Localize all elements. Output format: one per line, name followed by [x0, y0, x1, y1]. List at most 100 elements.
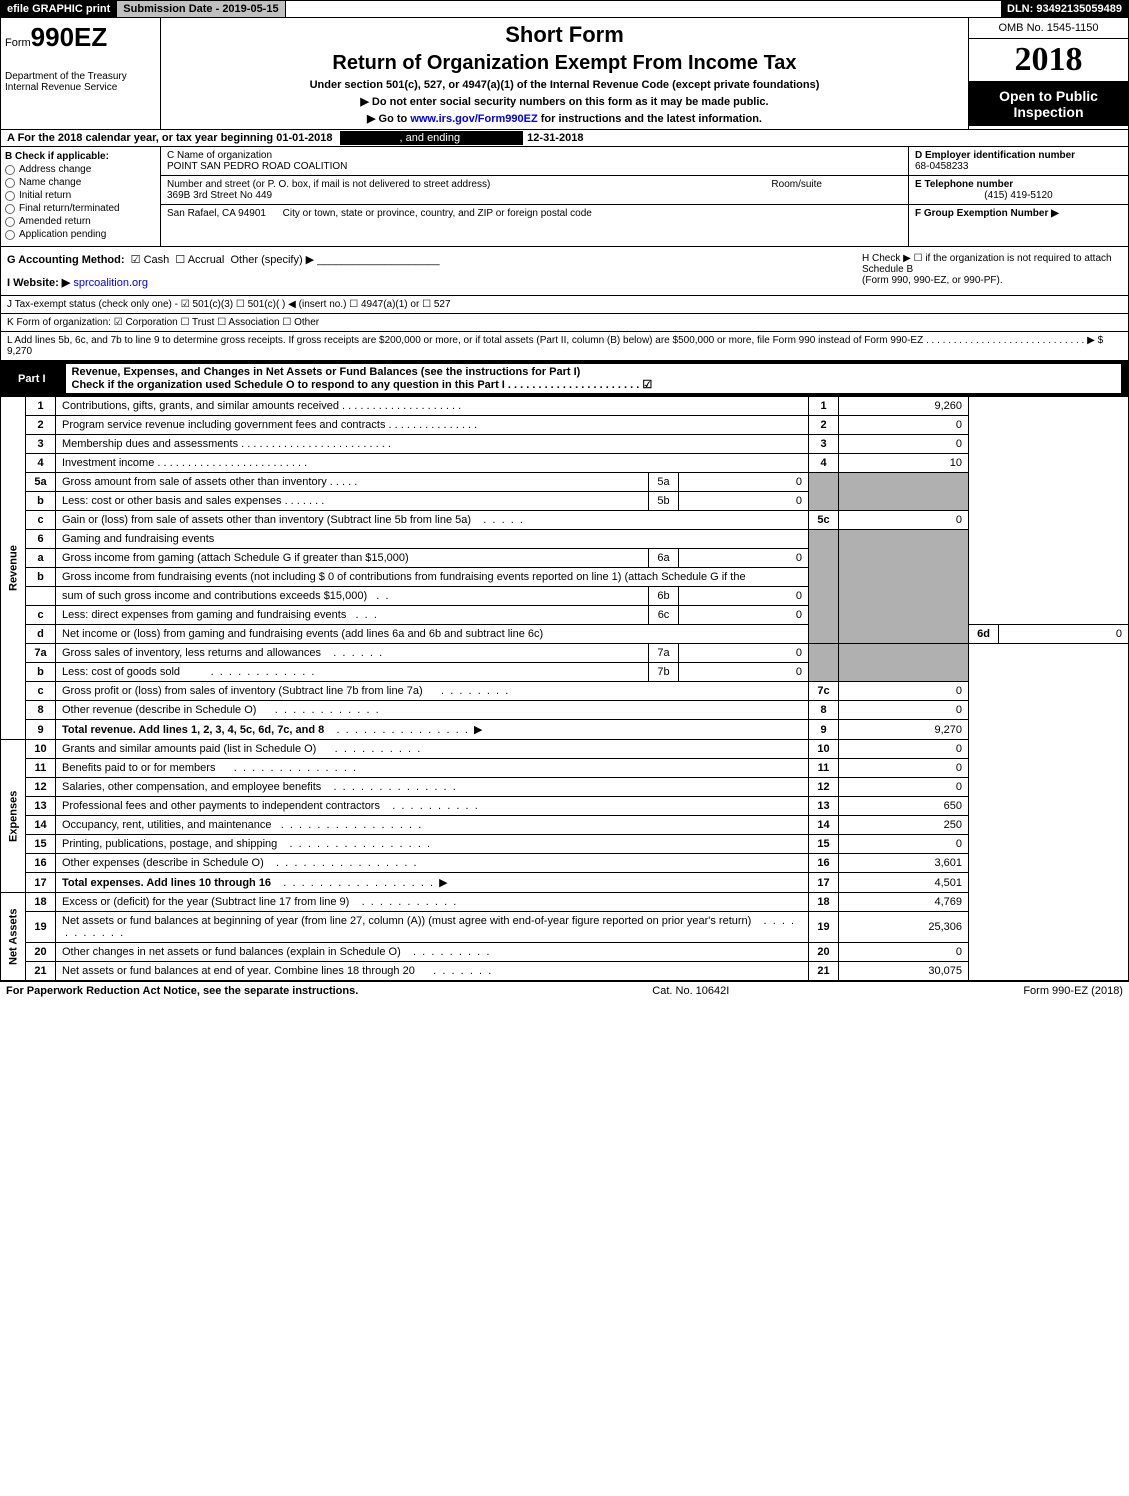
- line-7c-desc: Gross profit or (loss) from sales of inv…: [56, 682, 809, 701]
- check-name-change[interactable]: Name change: [5, 177, 156, 188]
- section-gh: G Accounting Method: ☑ Cash ☐ Accrual Ot…: [0, 247, 1129, 296]
- part1-label: Part I: [8, 371, 56, 387]
- line-num: 11: [26, 759, 56, 778]
- line-7b-desc: Less: cost of goods sold . . . . . . . .…: [56, 663, 649, 682]
- street-address: 369B 3rd Street No 449: [167, 190, 272, 201]
- line-num: a: [26, 549, 56, 568]
- line-ref: 18: [809, 893, 839, 912]
- check-label: Name change: [19, 177, 81, 188]
- line-16-val: 3,601: [839, 854, 969, 873]
- address-label: Number and street (or P. O. box, if mail…: [167, 179, 490, 190]
- sub-ref: 7b: [649, 663, 679, 682]
- cash-option[interactable]: Cash: [144, 254, 170, 266]
- line-15-desc: Printing, publications, postage, and shi…: [56, 835, 809, 854]
- line-2-desc: Program service revenue including govern…: [56, 416, 809, 435]
- open-to-public: Open to Public Inspection: [969, 82, 1128, 126]
- check-initial-return[interactable]: Initial return: [5, 190, 156, 201]
- line-11-desc: Benefits paid to or for members . . . . …: [56, 759, 809, 778]
- form-ref: Form 990-EZ (2018): [1023, 985, 1123, 997]
- check-final-return[interactable]: Final return/terminated: [5, 203, 156, 214]
- line-6b-desc: sum of such gross income and contributio…: [56, 587, 649, 606]
- line-10-val: 0: [839, 740, 969, 759]
- line-14-desc: Occupancy, rent, utilities, and maintena…: [56, 816, 809, 835]
- section-d: D Employer identification number 68-0458…: [909, 147, 1128, 176]
- line-ref: 13: [809, 797, 839, 816]
- line-3-desc: Membership dues and assessments . . . . …: [56, 435, 809, 454]
- part1-header: Part I Revenue, Expenses, and Changes in…: [0, 361, 1129, 396]
- line-6-desc: Gaming and fundraising events: [56, 530, 809, 549]
- line-8-val: 0: [839, 701, 969, 720]
- line-5b-val: 0: [679, 492, 809, 511]
- tax-year: 2018: [969, 39, 1128, 82]
- section-l: L Add lines 5b, 6c, and 7b to line 9 to …: [0, 332, 1129, 361]
- check-label: Final return/terminated: [19, 203, 120, 214]
- line-ref: 21: [809, 962, 839, 981]
- revenue-sidebar: Revenue: [1, 397, 26, 740]
- check-address-change[interactable]: Address change: [5, 164, 156, 175]
- check-application-pending[interactable]: Application pending: [5, 229, 156, 240]
- line-17-val: 4,501: [839, 873, 969, 893]
- line-21-desc: Net assets or fund balances at end of ye…: [56, 962, 809, 981]
- line-num: 8: [26, 701, 56, 720]
- line-num: 4: [26, 454, 56, 473]
- line-ref: 4: [809, 454, 839, 473]
- line-15-val: 0: [839, 835, 969, 854]
- form-header: Form990EZ Department of the Treasury Int…: [0, 18, 1129, 130]
- line-9-desc: Total revenue. Add lines 1, 2, 3, 4, 5c,…: [56, 720, 809, 740]
- line-ref: 2: [809, 416, 839, 435]
- line-14-val: 250: [839, 816, 969, 835]
- line-num: 9: [26, 720, 56, 740]
- line-ref: 15: [809, 835, 839, 854]
- line-num: 7a: [26, 644, 56, 663]
- line-2-val: 0: [839, 416, 969, 435]
- website-link[interactable]: sprcoalition.org: [73, 277, 148, 289]
- cat-no: Cat. No. 10642I: [652, 985, 729, 997]
- line-6b-pre-desc: Gross income from fundraising events (no…: [56, 568, 809, 587]
- section-b: B Check if applicable: Address change Na…: [1, 147, 161, 246]
- line-1-desc: Contributions, gifts, grants, and simila…: [56, 397, 809, 416]
- ein-label: D Employer identification number: [915, 150, 1075, 161]
- line-num: 18: [26, 893, 56, 912]
- sub-ref: 6b: [649, 587, 679, 606]
- line-3-val: 0: [839, 435, 969, 454]
- line-num: 16: [26, 854, 56, 873]
- room-suite-label: Room/suite: [771, 179, 822, 190]
- tax-year-end: 12-31-2018: [527, 132, 583, 144]
- line-num: 5a: [26, 473, 56, 492]
- check-label: Address change: [19, 164, 91, 175]
- line-num: b: [26, 568, 56, 587]
- check-amended-return[interactable]: Amended return: [5, 216, 156, 227]
- line-ref: 8: [809, 701, 839, 720]
- accrual-option[interactable]: Accrual: [188, 254, 225, 266]
- section-e: E Telephone number (415) 419-5120: [909, 176, 1128, 205]
- sub-ref: 5b: [649, 492, 679, 511]
- line-21-val: 30,075: [839, 962, 969, 981]
- line-6a-desc: Gross income from gaming (attach Schedul…: [56, 549, 649, 568]
- section-j: J Tax-exempt status (check only one) - ☑…: [0, 296, 1129, 314]
- irs-link[interactable]: www.irs.gov/Form990EZ: [410, 113, 537, 125]
- line-ref: 17: [809, 873, 839, 893]
- line-8-desc: Other revenue (describe in Schedule O) .…: [56, 701, 809, 720]
- sub-ref: 5a: [649, 473, 679, 492]
- org-name-block: C Name of organization POINT SAN PEDRO R…: [161, 147, 908, 176]
- section-h: H Check ▶ ☐ if the organization is not r…: [862, 253, 1122, 289]
- line-7c-val: 0: [839, 682, 969, 701]
- info-block: B Check if applicable: Address change Na…: [0, 147, 1129, 247]
- other-option[interactable]: Other (specify) ▶: [231, 254, 315, 266]
- line-6b-val: 0: [679, 587, 809, 606]
- line-9-val: 9,270: [839, 720, 969, 740]
- line-ref: 11: [809, 759, 839, 778]
- section-f: F Group Exemption Number ▶: [909, 205, 1128, 222]
- line-num: 19: [26, 912, 56, 943]
- open-public-2: Inspection: [973, 104, 1124, 120]
- line-ref: 7c: [809, 682, 839, 701]
- address-block: Number and street (or P. O. box, if mail…: [161, 176, 908, 205]
- line-num: 17: [26, 873, 56, 893]
- efile-print[interactable]: efile GRAPHIC print: [1, 1, 117, 17]
- line-num: 12: [26, 778, 56, 797]
- line-num: 2: [26, 416, 56, 435]
- line-7a-val: 0: [679, 644, 809, 663]
- line-num: 20: [26, 943, 56, 962]
- line-ref: 6d: [969, 625, 999, 644]
- line-10-desc: Grants and similar amounts paid (list in…: [56, 740, 809, 759]
